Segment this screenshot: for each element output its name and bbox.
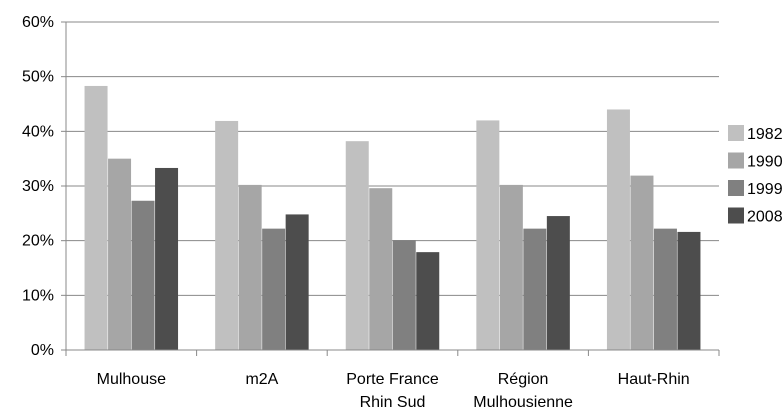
y-tick-label: 60% [22,14,54,31]
x-category-label: m2A [245,371,278,388]
bar-2008 [546,216,570,350]
legend-swatch-1982 [728,125,744,141]
bar-1982 [606,109,630,350]
bar-1990 [630,175,654,350]
bar-2008 [285,214,309,350]
x-category-label: Rhin Sud [360,394,426,411]
legend-swatch-1999 [728,180,744,196]
y-tick-label: 30% [22,178,54,195]
bar-1999 [262,228,286,350]
x-category-label: Porte France [346,371,439,388]
x-category-labels: Mulhouse m2A Porte France Rhin Sud Région Mul… [97,371,690,411]
bar-1982 [84,85,108,351]
bar-2008 [416,252,440,350]
y-tick-labels: 0% 10% 20% 30% 40% 50% 60% [22,14,54,359]
bar-1982 [215,120,239,351]
legend: 1982 1990 1999 2008 [728,125,783,226]
x-category-label: Haut-Rhin [618,371,690,388]
legend-label: 2008 [747,209,783,226]
bar-1990 [369,188,393,350]
bar-1999 [523,228,547,350]
x-category-label: Mulhousienne [473,394,573,411]
y-tick-label: 20% [22,233,54,250]
axes [61,21,720,356]
y-tick-label: 0% [31,342,54,359]
legend-label: 1990 [747,154,783,171]
bar-1990 [499,184,523,350]
bar-1990 [108,158,132,350]
bars [84,85,701,351]
bar-2008 [155,167,179,350]
bar-1999 [131,200,155,350]
bar-1982 [345,141,369,350]
bar-1982 [476,120,500,351]
legend-label: 1982 [747,126,783,143]
bar-1999 [653,228,677,350]
bar-1990 [238,184,262,350]
x-category-label: Mulhouse [97,371,166,388]
bar-2008 [677,231,701,350]
bar-1999 [392,240,416,350]
y-tick-label: 40% [22,123,54,140]
y-tick-label: 10% [22,287,54,304]
y-tick-label: 50% [22,69,54,86]
legend-label: 1999 [747,181,783,198]
legend-swatch-2008 [728,207,744,224]
x-category-label: Région [498,371,549,388]
legend-swatch-1990 [728,152,744,169]
